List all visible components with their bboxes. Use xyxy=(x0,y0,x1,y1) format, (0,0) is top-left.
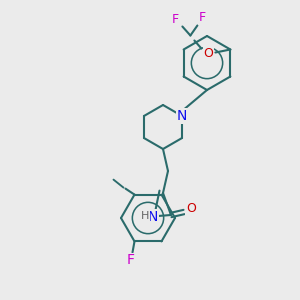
Text: O: O xyxy=(186,202,196,215)
Text: F: F xyxy=(199,11,206,24)
Text: N: N xyxy=(148,210,158,224)
Text: F: F xyxy=(172,13,179,26)
Text: O: O xyxy=(203,47,213,60)
Text: F: F xyxy=(127,254,134,267)
Text: N: N xyxy=(177,109,187,123)
Text: H: H xyxy=(141,211,149,221)
